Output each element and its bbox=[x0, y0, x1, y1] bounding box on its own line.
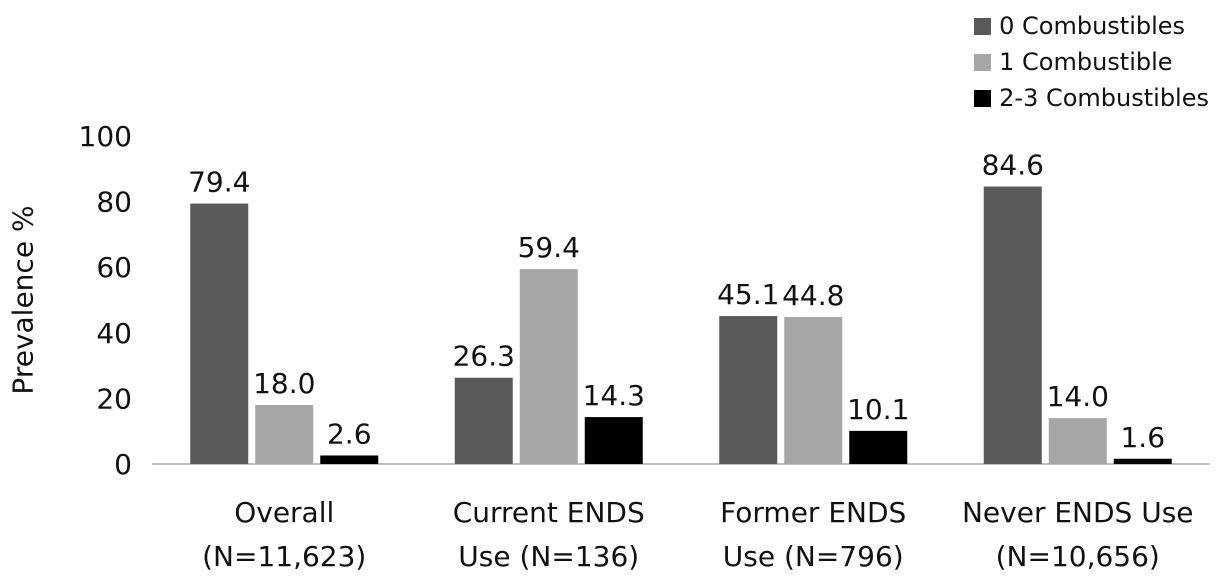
bar bbox=[849, 431, 907, 464]
x-tick-label: Never ENDS Use bbox=[962, 496, 1194, 529]
data-label: 14.3 bbox=[583, 379, 645, 412]
bar bbox=[585, 417, 643, 464]
data-label: 18.0 bbox=[253, 367, 315, 400]
y-tick-label: 100 bbox=[79, 120, 132, 153]
bar bbox=[784, 317, 842, 464]
data-label: 2.6 bbox=[327, 417, 372, 450]
data-label: 26.3 bbox=[453, 340, 515, 373]
x-tick-label: Use (N=136) bbox=[458, 540, 639, 573]
x-tick-label: (N=10,656) bbox=[996, 540, 1160, 573]
bar bbox=[255, 405, 313, 464]
bar bbox=[1114, 459, 1172, 464]
bar bbox=[520, 269, 578, 464]
y-tick-label: 40 bbox=[96, 317, 132, 350]
y-tick-label: 60 bbox=[96, 251, 132, 284]
data-label: 14.0 bbox=[1047, 380, 1109, 413]
data-label: 10.1 bbox=[847, 393, 909, 426]
data-label: 84.6 bbox=[982, 149, 1044, 182]
y-tick-label: 20 bbox=[96, 382, 132, 415]
data-label: 79.4 bbox=[188, 166, 250, 199]
data-label: 1.6 bbox=[1120, 421, 1165, 454]
bar bbox=[320, 455, 378, 464]
bar bbox=[984, 187, 1042, 464]
bar bbox=[1049, 418, 1107, 464]
data-label: 45.1 bbox=[717, 278, 779, 311]
data-label: 59.4 bbox=[518, 231, 580, 264]
bar bbox=[190, 204, 248, 464]
y-tick-label: 80 bbox=[96, 186, 132, 219]
x-tick-label: Current ENDS bbox=[453, 496, 645, 529]
data-label: 44.8 bbox=[782, 279, 844, 312]
x-tick-label: Use (N=796) bbox=[723, 540, 904, 573]
x-tick-label: Former ENDS bbox=[720, 496, 906, 529]
x-tick-label: (N=11,623) bbox=[202, 540, 366, 573]
bar bbox=[719, 316, 777, 464]
y-tick-label: 0 bbox=[114, 448, 132, 481]
bar bbox=[455, 378, 513, 464]
x-tick-label: Overall bbox=[234, 496, 334, 529]
